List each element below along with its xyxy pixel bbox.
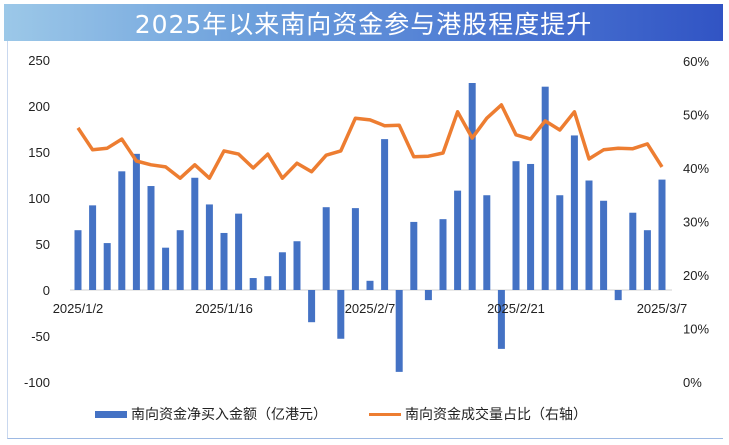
right-tick-label: 60% bbox=[683, 54, 709, 69]
left-tick-label: 50 bbox=[36, 237, 50, 252]
x-tick-label: 2025/3/7 bbox=[637, 301, 688, 316]
chart-frame bbox=[7, 40, 723, 439]
right-axis: 60% 50% 40% 30% 20% 10% 0% bbox=[683, 54, 709, 390]
right-tick-label: 30% bbox=[683, 215, 709, 230]
left-tick-label: -50 bbox=[31, 329, 50, 344]
bar-swatch-icon bbox=[95, 410, 127, 418]
bar-series bbox=[74, 83, 666, 372]
bar bbox=[264, 276, 272, 290]
bar bbox=[308, 290, 316, 323]
bar bbox=[541, 86, 549, 291]
title-bar: 2025年以来南向资金参与港股程度提升 bbox=[4, 4, 723, 41]
bar bbox=[351, 208, 359, 290]
bar bbox=[74, 230, 82, 290]
bar bbox=[381, 139, 389, 290]
bar bbox=[220, 232, 228, 290]
bar bbox=[410, 221, 418, 290]
legend-bar-label: 南向资金净买入金额（亿港元） bbox=[131, 407, 327, 423]
bar bbox=[527, 163, 535, 290]
bar bbox=[118, 171, 126, 290]
bar bbox=[512, 161, 520, 290]
bar bbox=[366, 280, 374, 290]
bar bbox=[176, 230, 184, 290]
bar bbox=[205, 204, 213, 290]
right-tick-label: 50% bbox=[683, 108, 709, 123]
right-tick-label: 20% bbox=[683, 268, 709, 283]
bar bbox=[293, 241, 301, 290]
bar bbox=[629, 212, 637, 290]
bar bbox=[600, 200, 608, 290]
line-series bbox=[76, 103, 664, 180]
bar bbox=[103, 243, 111, 290]
bar bbox=[147, 186, 155, 290]
bar bbox=[454, 190, 462, 290]
bar bbox=[132, 153, 140, 290]
bar bbox=[643, 230, 651, 290]
right-tick-label: 0% bbox=[683, 375, 702, 390]
left-axis: 250 200 150 100 50 0 -50 -100 bbox=[24, 53, 50, 390]
legend-line-label: 南向资金成交量占比（右轴） bbox=[405, 407, 587, 423]
right-tick-label: 40% bbox=[683, 161, 709, 176]
left-tick-label: 150 bbox=[28, 145, 50, 160]
bar bbox=[395, 290, 403, 372]
legend-item-line: 南向资金成交量占比（右轴） bbox=[369, 404, 587, 424]
legend: 南向资金净买入金额（亿港元） 南向资金成交量占比（右轴） bbox=[95, 404, 629, 424]
chart-title: 2025年以来南向资金参与港股程度提升 bbox=[134, 9, 593, 39]
legend-item-bar: 南向资金净买入金额（亿港元） bbox=[95, 404, 327, 424]
bar bbox=[89, 205, 97, 290]
x-tick-label: 2025/1/16 bbox=[195, 301, 253, 316]
bar bbox=[439, 219, 447, 290]
left-tick-label: 0 bbox=[43, 283, 50, 298]
x-tick-label: 2025/2/21 bbox=[487, 301, 545, 316]
bar bbox=[556, 195, 564, 290]
bar bbox=[483, 195, 491, 290]
bar bbox=[570, 135, 578, 290]
bar bbox=[585, 180, 593, 290]
x-axis-labels: 2025/1/2 2025/1/16 2025/2/7 2025/2/21 2025/3… bbox=[53, 301, 688, 316]
bar bbox=[249, 278, 257, 290]
bar bbox=[322, 207, 330, 290]
bar bbox=[497, 290, 505, 349]
left-tick-label: -100 bbox=[24, 375, 50, 390]
bar bbox=[337, 290, 345, 339]
left-tick-label: 250 bbox=[28, 53, 50, 68]
bar bbox=[658, 179, 666, 290]
bar bbox=[278, 252, 286, 290]
bar bbox=[468, 83, 476, 290]
left-tick-label: 100 bbox=[28, 191, 50, 206]
bar bbox=[162, 247, 170, 290]
bar bbox=[191, 177, 199, 290]
right-tick-label: 10% bbox=[683, 322, 709, 337]
bar bbox=[235, 213, 243, 290]
x-tick-label: 2025/1/2 bbox=[53, 301, 104, 316]
left-tick-label: 200 bbox=[28, 99, 50, 114]
bar bbox=[424, 290, 432, 301]
x-tick-label: 2025/2/7 bbox=[345, 301, 396, 316]
line-swatch-icon bbox=[369, 412, 401, 416]
bar bbox=[614, 290, 622, 301]
